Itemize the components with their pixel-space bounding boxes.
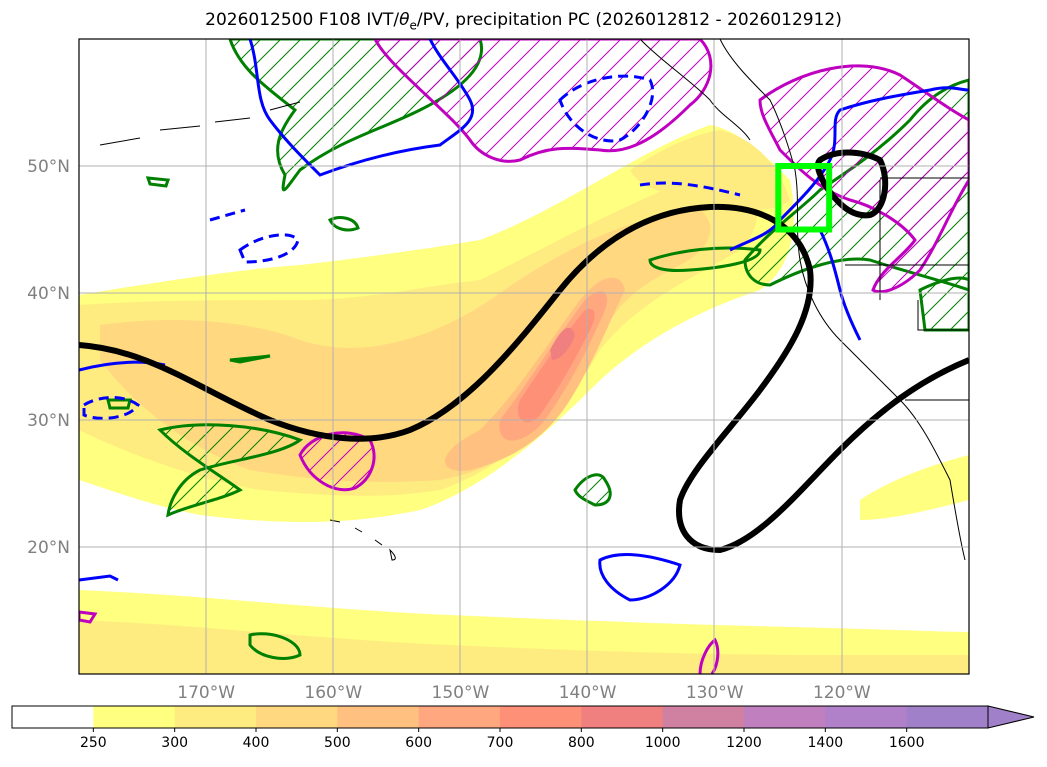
colorbar-label-500: 500 xyxy=(324,735,351,751)
chart-title: 2026012500 F108 IVT/θe/PV, precipitation… xyxy=(205,10,842,33)
colorbar-swatch-1 xyxy=(93,706,176,728)
theta-e-solid-south1 xyxy=(598,553,682,602)
theta-e-solid-coast xyxy=(818,229,862,341)
precip-contour-sw xyxy=(79,610,98,624)
colorbar-swatch-9 xyxy=(744,706,826,728)
colorbar-label-1400: 1400 xyxy=(808,735,844,751)
pv-contour-4 xyxy=(248,632,302,660)
ivt-band-east xyxy=(860,455,969,520)
colorbar-swatch-7 xyxy=(581,706,664,728)
colorbar-swatch-2 xyxy=(174,706,257,728)
colorbar-swatch-8 xyxy=(662,706,745,728)
lon-label-140: 140°W xyxy=(559,683,617,703)
latitude-labels: 20°N 30°N 40°N 50°N xyxy=(27,157,70,558)
colorbar-swatch-5 xyxy=(418,706,501,728)
jet-contour-main xyxy=(79,203,969,554)
precip-hatch-north xyxy=(373,39,713,163)
lon-label-130: 130°W xyxy=(686,683,744,703)
pv-hatch-mid xyxy=(573,473,612,507)
theta-e-solid-north xyxy=(248,39,475,177)
theta-e-dashed-5 xyxy=(209,208,246,222)
lon-label-170: 170°W xyxy=(177,683,235,703)
colorbar-swatch-3 xyxy=(256,706,338,728)
lon-label-120: 120°W xyxy=(813,683,871,703)
colorbar-label-300: 300 xyxy=(161,735,188,751)
colorbar-label-600: 600 xyxy=(405,735,432,751)
pv-contour-6 xyxy=(327,216,360,232)
pv-hatch-west xyxy=(157,423,304,518)
colorbar-label-250: 250 xyxy=(80,735,107,751)
coastlines xyxy=(99,39,969,561)
jet-contours xyxy=(79,149,969,554)
highlight-box xyxy=(775,163,833,233)
state-borders xyxy=(845,177,969,401)
gridlines xyxy=(79,39,969,674)
theta-e-dashed-1 xyxy=(82,396,140,420)
theta-e-dashed-4 xyxy=(639,181,741,197)
ivt-band-ne xyxy=(630,130,790,210)
pv-contour-2 xyxy=(229,354,271,364)
coastline-north-america xyxy=(719,39,966,561)
colorbar-swatch-11 xyxy=(906,706,989,728)
colorbar: 250 300 400 500 600 700 800 1000 1200 1400 1600 xyxy=(11,705,1035,751)
lat-label-50: 50°N xyxy=(27,157,70,177)
lon-label-150: 150°W xyxy=(432,683,490,703)
lat-label-30: 30°N xyxy=(27,411,70,431)
ivt-band-800 xyxy=(550,327,575,360)
colorbar-label-1600: 1600 xyxy=(889,735,925,751)
precip-contours xyxy=(79,39,969,674)
colorbar-swatch-0 xyxy=(12,706,94,728)
map-frame xyxy=(78,38,970,675)
coastline-aleutians xyxy=(99,101,301,146)
pv-contour-1 xyxy=(648,246,762,272)
precip-contour-south xyxy=(698,637,720,674)
jet-contour-ne xyxy=(814,149,889,219)
colorbar-extend-arrow xyxy=(987,705,1035,729)
hawaii-islands xyxy=(329,519,396,561)
lat-label-40: 40°N xyxy=(27,284,70,304)
colorbar-swatch-6 xyxy=(500,706,582,728)
colorbar-label-400: 400 xyxy=(243,735,270,751)
colorbar-swatch-4 xyxy=(337,706,420,728)
ivt-band-south-2 xyxy=(79,620,969,674)
colorbar-label-700: 700 xyxy=(487,735,514,751)
theta-e-dashed-2 xyxy=(238,233,300,264)
longitude-labels: 170°W 160°W 150°W 140°W 130°W 120°W xyxy=(177,683,871,703)
lat-label-20: 20°N xyxy=(27,538,70,558)
colorbar-label-800: 800 xyxy=(568,735,595,751)
theta-e-solid-south2 xyxy=(79,574,119,582)
precip-hatch-ne xyxy=(758,64,969,294)
colorbar-swatch-10 xyxy=(825,706,908,728)
colorbar-label-1000: 1000 xyxy=(645,735,681,751)
ivt-band-700 xyxy=(517,308,595,423)
coastline-alaska-panhandle xyxy=(639,39,751,141)
pv-contour-5 xyxy=(145,176,171,188)
colorbar-label-1200: 1200 xyxy=(726,735,762,751)
lon-label-160: 160°W xyxy=(304,683,362,703)
pv-hatch-east xyxy=(918,276,969,332)
